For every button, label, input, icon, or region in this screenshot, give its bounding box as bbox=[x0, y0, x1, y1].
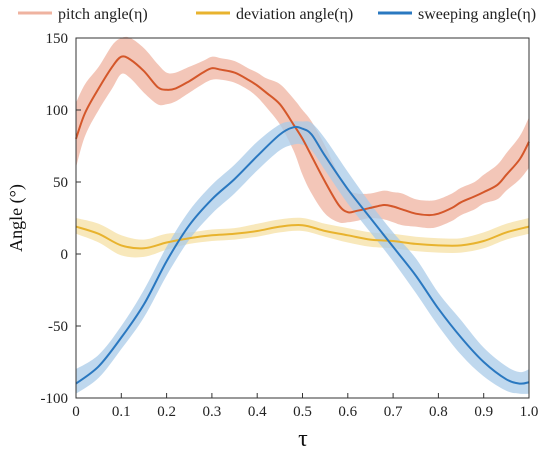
legend-label-deviation: deviation angle(η) bbox=[236, 6, 353, 23]
x-tick-label: 0.6 bbox=[338, 404, 357, 420]
x-tick-label: 0.5 bbox=[293, 404, 312, 420]
x-tick-label: 0.4 bbox=[248, 404, 267, 420]
y-tick-label: 150 bbox=[46, 31, 69, 47]
x-tick-label: 0.1 bbox=[112, 404, 131, 420]
x-tick-label: 0.8 bbox=[429, 404, 448, 420]
x-axis-title: τ bbox=[298, 426, 308, 451]
legend: pitch angle(η) deviation angle(η) sweepi… bbox=[18, 6, 536, 23]
deviation-line bbox=[75, 223, 530, 250]
deviation-band bbox=[76, 217, 529, 258]
y-tick-label: -100 bbox=[41, 391, 69, 407]
x-tick-label: 0.7 bbox=[384, 404, 403, 420]
y-tick-label: 0 bbox=[61, 247, 69, 263]
x-tick-label: 0.2 bbox=[157, 404, 176, 420]
sweeping-line bbox=[75, 125, 530, 385]
y-tick-label: 50 bbox=[53, 175, 68, 191]
x-tick-label: 0.3 bbox=[203, 404, 222, 420]
legend-label-sweeping: sweeping angle(η) bbox=[418, 6, 536, 23]
confidence-bands bbox=[76, 36, 529, 394]
sweeping-band bbox=[76, 121, 529, 394]
series-lines bbox=[75, 55, 530, 385]
x-tick-label: 0 bbox=[72, 404, 80, 420]
x-tick-label: 0.9 bbox=[474, 404, 493, 420]
legend-label-pitch: pitch angle(η) bbox=[58, 6, 148, 23]
x-axis-ticks: 0 0.1 0.2 0.3 0.4 0.5 0.6 0.7 0.8 0.9 1.0 bbox=[72, 393, 538, 420]
y-axis-ticks: 150 100 50 0 -50 -100 bbox=[41, 31, 81, 407]
y-tick-label: 100 bbox=[46, 103, 69, 119]
y-axis-title: Angle (°) bbox=[6, 184, 27, 252]
pitch-line bbox=[75, 55, 530, 217]
y-tick-label: -50 bbox=[48, 319, 68, 335]
x-tick-label: 1.0 bbox=[520, 404, 539, 420]
